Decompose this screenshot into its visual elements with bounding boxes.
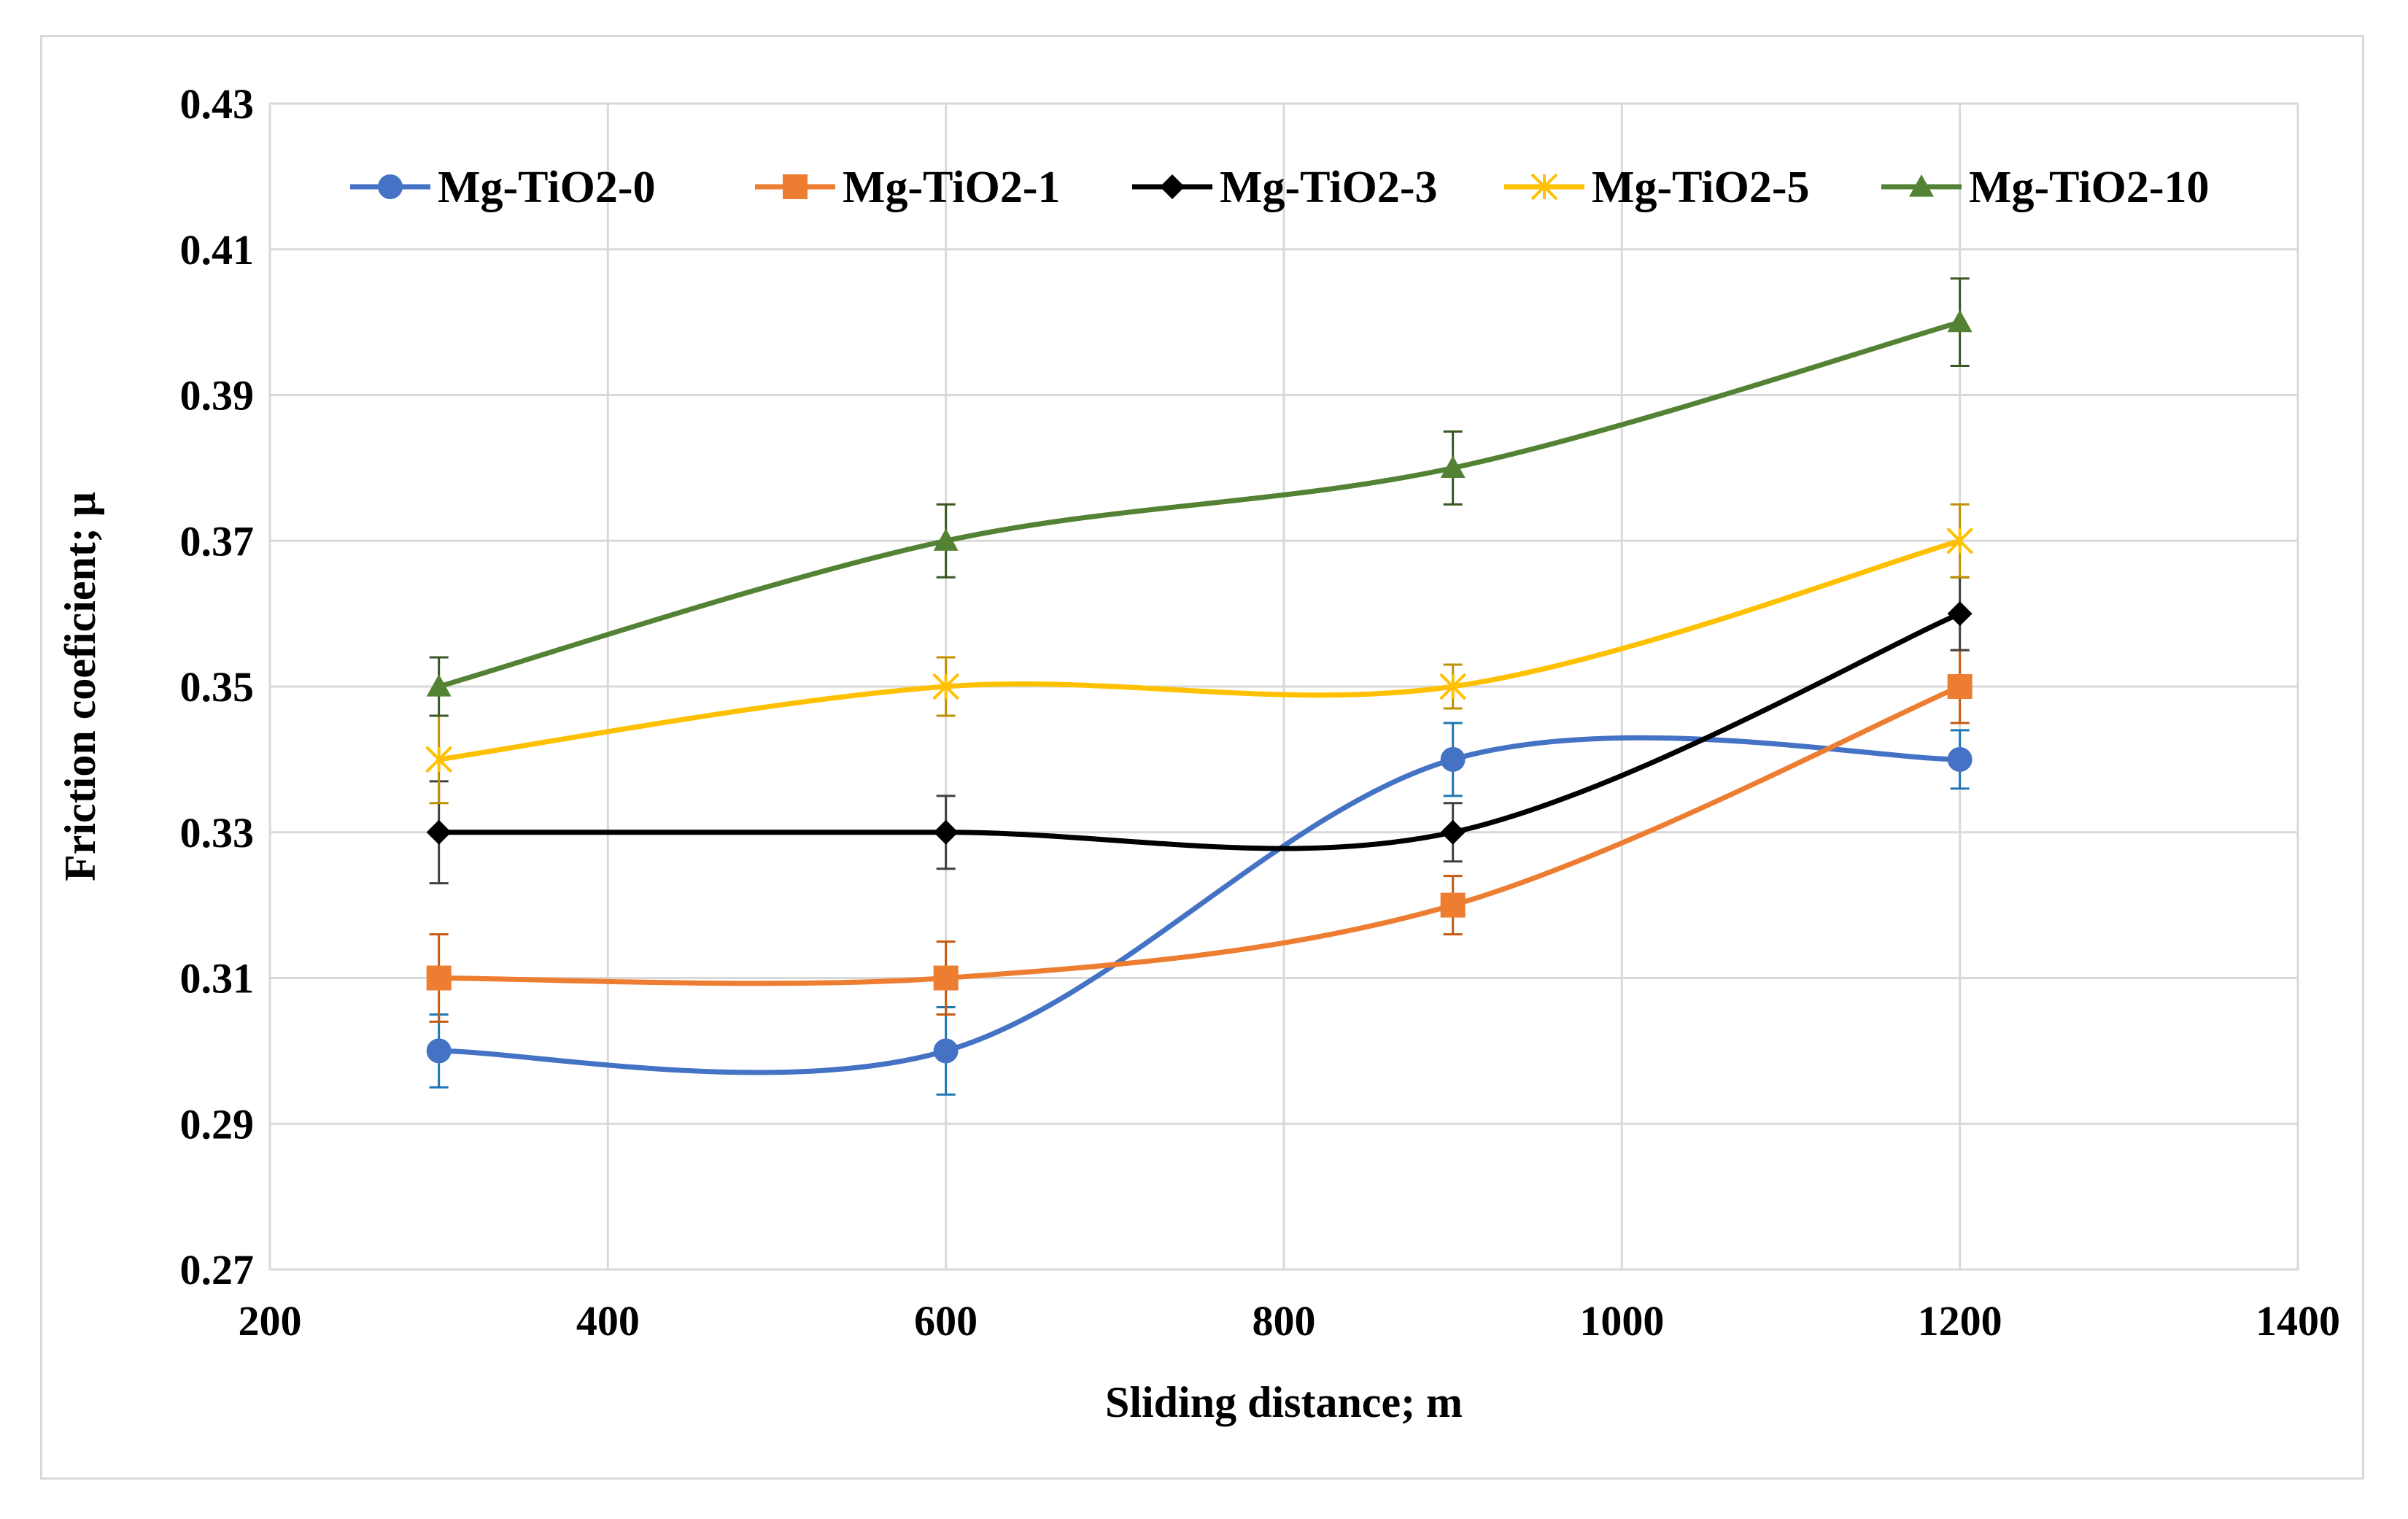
series-mg-tio2-0: [426, 722, 1973, 1096]
chart-frame: [40, 35, 2364, 1480]
y-tick-label: 0.35: [180, 663, 255, 711]
legend-marker: [378, 174, 403, 199]
data-point-mg-tio2-5: [932, 673, 960, 700]
data-point-mg-tio2-1: [426, 965, 452, 991]
legend-marker: [783, 174, 808, 199]
legend-label: Mg-TiO2-3: [1220, 163, 1438, 212]
grid-lines: [268, 102, 2299, 1271]
legend: Mg-TiO2-0 Mg-TiO2-1 Mg-TiO2-3 Mg-TiO2-5 Mg-T…: [350, 163, 2210, 212]
series-line-mg-tio2-3: [436, 611, 1963, 851]
x-tick-label: 200: [239, 1297, 302, 1345]
data-point-mg-tio2-0: [933, 1038, 959, 1064]
y-tick-label: 0.29: [180, 1100, 255, 1148]
legend-label: Mg-TiO2-5: [1592, 163, 1810, 212]
data-point-mg-tio2-3: [426, 819, 452, 845]
series-mg-tio2-1: [426, 649, 1973, 1023]
axes: 0.27 0.29 0.31 0.33 0.35 0.37 0.39 0.41 0.43 200 4…: [180, 80, 2341, 1345]
series-mg-tio2-3: [426, 576, 1973, 885]
data-point-mg-tio2-1: [933, 965, 959, 991]
data-point-mg-tio2-1: [1947, 674, 1973, 699]
y-tick-label: 0.43: [180, 80, 255, 128]
series-mg-tio2-10: [426, 277, 1973, 717]
legend-item-mg-tio2-10: Mg-TiO2-10: [1881, 163, 2210, 212]
series-line-mg-tio2-1: [436, 684, 1963, 986]
series-line-mg-tio2-0: [436, 735, 1963, 1075]
series-mg-tio2-5: [425, 503, 1974, 805]
data-point-mg-tio2-10: [426, 674, 452, 697]
x-axis-title: Sliding distance; m: [1105, 1378, 1463, 1426]
legend-marker: [1530, 173, 1558, 201]
data-point-mg-tio2-10: [1440, 455, 1466, 478]
y-axis-title: Friction coeficient; μ: [56, 492, 104, 881]
series-line-mg-tio2-5: [436, 538, 1963, 762]
legend-marker: [1160, 174, 1185, 199]
x-tick-label: 1400: [2256, 1297, 2340, 1345]
legend-label: Mg-TiO2-10: [1969, 163, 2210, 212]
legend-label: Mg-TiO2-0: [438, 163, 656, 212]
legend-item-mg-tio2-1: Mg-TiO2-1: [755, 163, 1061, 212]
plot-area-border: [268, 102, 2299, 1271]
x-tick-label: 800: [1253, 1297, 1316, 1345]
y-tick-label: 0.27: [180, 1246, 255, 1294]
data-point-mg-tio2-10: [933, 528, 959, 551]
y-tick-label: 0.33: [180, 809, 255, 857]
data-point-mg-tio2-5: [1439, 673, 1467, 700]
y-tick-label: 0.39: [180, 372, 255, 420]
y-tick-label: 0.31: [180, 955, 255, 1002]
data-point-mg-tio2-3: [1440, 819, 1466, 845]
data-point-mg-tio2-5: [425, 746, 453, 773]
data-point-mg-tio2-10: [1947, 309, 1973, 333]
y-tick-label: 0.37: [180, 517, 255, 565]
x-tick-label: 1000: [1579, 1297, 1664, 1345]
data-point-mg-tio2-0: [1947, 746, 1973, 772]
y-tick-label: 0.41: [180, 226, 255, 274]
data-point-mg-tio2-0: [426, 1038, 452, 1064]
x-tick-label: 1200: [1918, 1297, 2002, 1345]
legend-item-mg-tio2-0: Mg-TiO2-0: [350, 163, 656, 212]
legend-marker: [1909, 174, 1934, 197]
data-point-mg-tio2-3: [1947, 601, 1973, 627]
data-point-mg-tio2-3: [933, 819, 959, 845]
legend-item-mg-tio2-3: Mg-TiO2-3: [1132, 163, 1438, 212]
data-point-mg-tio2-1: [1440, 892, 1466, 918]
legend-label: Mg-TiO2-1: [843, 163, 1061, 212]
legend-item-mg-tio2-5: Mg-TiO2-5: [1504, 163, 1810, 212]
x-tick-label: 600: [914, 1297, 977, 1345]
x-tick-label: 400: [576, 1297, 640, 1345]
data-point-mg-tio2-5: [1946, 527, 1974, 554]
series-layer: [425, 277, 1974, 1096]
series-line-mg-tio2-10: [436, 320, 1963, 689]
data-point-mg-tio2-0: [1440, 746, 1466, 772]
